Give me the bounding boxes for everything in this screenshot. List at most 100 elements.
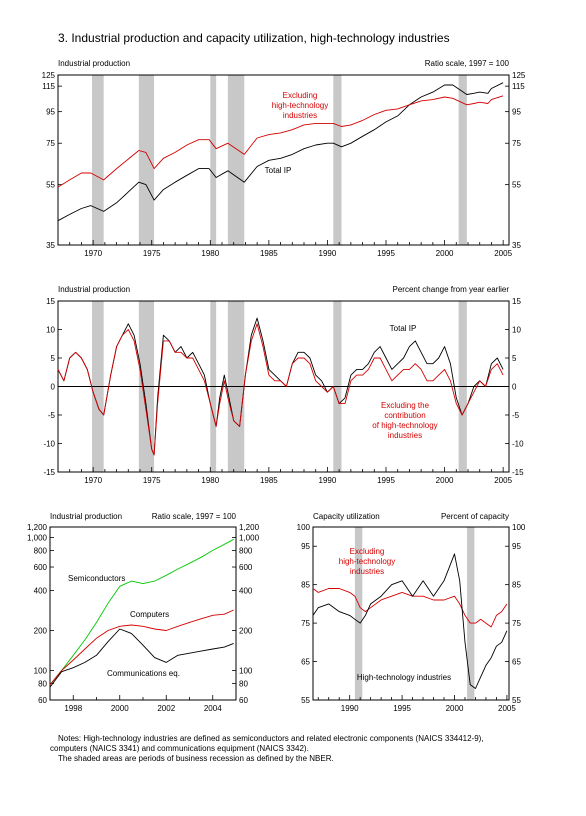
y-tick-label-left: 80 [38, 679, 47, 688]
y-tick-label-right: 100 [512, 523, 526, 532]
y-tick-label-right: 100 [239, 667, 253, 676]
x-tick-label: 1975 [143, 476, 161, 485]
y-tick-label-right: 600 [239, 563, 253, 572]
y-tick-label-left: 100 [34, 667, 48, 676]
recession-band [92, 75, 104, 245]
y-tick-label-right: -10 [512, 440, 524, 449]
scale-note: Percent change from year earlier [393, 285, 510, 294]
series-line [50, 629, 234, 687]
series-annotation: Total IP [265, 166, 292, 175]
recession-band [459, 75, 467, 245]
panel-title: Industrial production [58, 285, 130, 294]
x-tick-label: 1998 [64, 704, 82, 713]
y-tick-label-right: -15 [512, 468, 524, 477]
y-tick-label-left: 95 [301, 542, 310, 551]
y-tick-label-left: 85 [301, 581, 310, 590]
y-tick-label-left: -10 [43, 440, 55, 449]
x-tick-label: 2005 [498, 704, 516, 713]
y-tick-label-left: 10 [46, 326, 55, 335]
panel-title: Industrial production [58, 59, 130, 68]
x-tick-label: 1970 [84, 476, 102, 485]
y-tick-label-right: 35 [512, 241, 521, 250]
chart-ip_pct_change: Industrial production Percent change from… [43, 285, 524, 485]
y-tick-label-left: 95 [46, 108, 55, 117]
y-tick-label-right: 75 [512, 619, 521, 628]
x-tick-label: 1995 [377, 249, 395, 258]
x-tick-label: 1985 [260, 476, 278, 485]
y-tick-label-right: 75 [512, 139, 521, 148]
y-tick-label-left: 55 [301, 696, 310, 705]
y-tick-label-left: 1,200 [27, 523, 48, 532]
series-annotation: Total IP [390, 324, 417, 333]
panel-title: Industrial production [50, 512, 122, 521]
series-annotation: industries [350, 567, 384, 576]
y-tick-label-right: 80 [239, 679, 248, 688]
chart-hitech_ip: Industrial production Ratio scale, 1997 =… [27, 512, 260, 713]
y-tick-label-right: -5 [512, 411, 520, 420]
x-tick-label: 1990 [341, 704, 359, 713]
chart-ip_level: Industrial production Ratio scale, 1997 =… [42, 59, 526, 258]
x-tick-label: 1980 [201, 476, 219, 485]
figure-notes: Notes: High-technology industries are de… [50, 734, 570, 764]
x-tick-label: 1975 [143, 249, 161, 258]
x-tick-label: 2000 [446, 704, 464, 713]
y-tick-label-right: 95 [512, 542, 521, 551]
x-tick-label: 2000 [436, 476, 454, 485]
series-annotation: Semiconductors [68, 574, 125, 583]
y-tick-label-left: -15 [43, 468, 55, 477]
y-tick-label-left: 115 [42, 82, 55, 91]
x-tick-label: 2005 [494, 476, 512, 485]
notes-line-1: Notes: High-technology industries are de… [50, 734, 570, 744]
y-tick-label-left: 65 [301, 658, 310, 667]
scale-note: Ratio scale, 1997 = 100 [425, 59, 510, 68]
y-tick-label-left: 60 [38, 696, 47, 705]
x-tick-label: 2000 [436, 249, 454, 258]
x-tick-label: 1985 [260, 249, 278, 258]
recession-band [333, 75, 341, 245]
y-tick-label-right: 85 [512, 581, 521, 590]
series-annotation: industries [388, 431, 422, 440]
y-tick-label-right: 5 [512, 354, 517, 363]
y-tick-label-right: 125 [512, 71, 526, 80]
y-tick-label-left: 0 [51, 383, 56, 392]
y-tick-label-right: 95 [512, 108, 521, 117]
y-tick-label-left: 75 [301, 619, 310, 628]
y-tick-label-right: 15 [512, 297, 521, 306]
notes-line-2: computers (NAICS 3341) and communication… [50, 744, 570, 754]
y-tick-label-right: 1,200 [239, 523, 260, 532]
series-annotation: high-technology [339, 557, 395, 566]
y-tick-label-right: 0 [512, 383, 517, 392]
notes-line-3: The shaded areas are periods of business… [50, 754, 570, 764]
y-tick-label-right: 55 [512, 696, 521, 705]
chart-capacity_utilization: Capacity utilization Percent of capacity1… [297, 512, 526, 713]
x-tick-label: 1980 [201, 249, 219, 258]
x-tick-label: 1990 [319, 249, 337, 258]
recession-band [210, 75, 216, 245]
y-tick-label-left: 125 [42, 71, 56, 80]
recession-band [467, 527, 474, 700]
x-tick-label: 1990 [319, 476, 337, 485]
y-tick-label-left: 5 [51, 354, 56, 363]
series-annotation: high-technology [272, 101, 328, 110]
recession-band [139, 75, 154, 245]
y-tick-label-left: 75 [46, 139, 55, 148]
panel-title: Capacity utilization [313, 512, 380, 521]
scale-note: Percent of capacity [441, 512, 509, 521]
series-annotation: Computers [130, 610, 169, 619]
series-annotation: of high-technology [372, 421, 437, 430]
y-tick-label-right: 200 [239, 626, 253, 635]
y-tick-label-right: 10 [512, 326, 521, 335]
series-annotation: Excluding [283, 91, 318, 100]
recession-band [228, 75, 244, 245]
series-annotation: High-technology industries [357, 673, 451, 682]
x-tick-label: 2005 [494, 249, 512, 258]
y-tick-label-left: 600 [34, 563, 48, 572]
y-tick-label-left: 400 [34, 586, 48, 595]
series-annotation: industries [283, 111, 317, 120]
y-tick-label-right: 1,000 [239, 534, 260, 543]
x-tick-label: 1995 [393, 704, 411, 713]
y-tick-label-left: 35 [46, 241, 55, 250]
series-annotation: Excluding the [381, 401, 430, 410]
y-tick-label-left: 1,000 [27, 534, 48, 543]
